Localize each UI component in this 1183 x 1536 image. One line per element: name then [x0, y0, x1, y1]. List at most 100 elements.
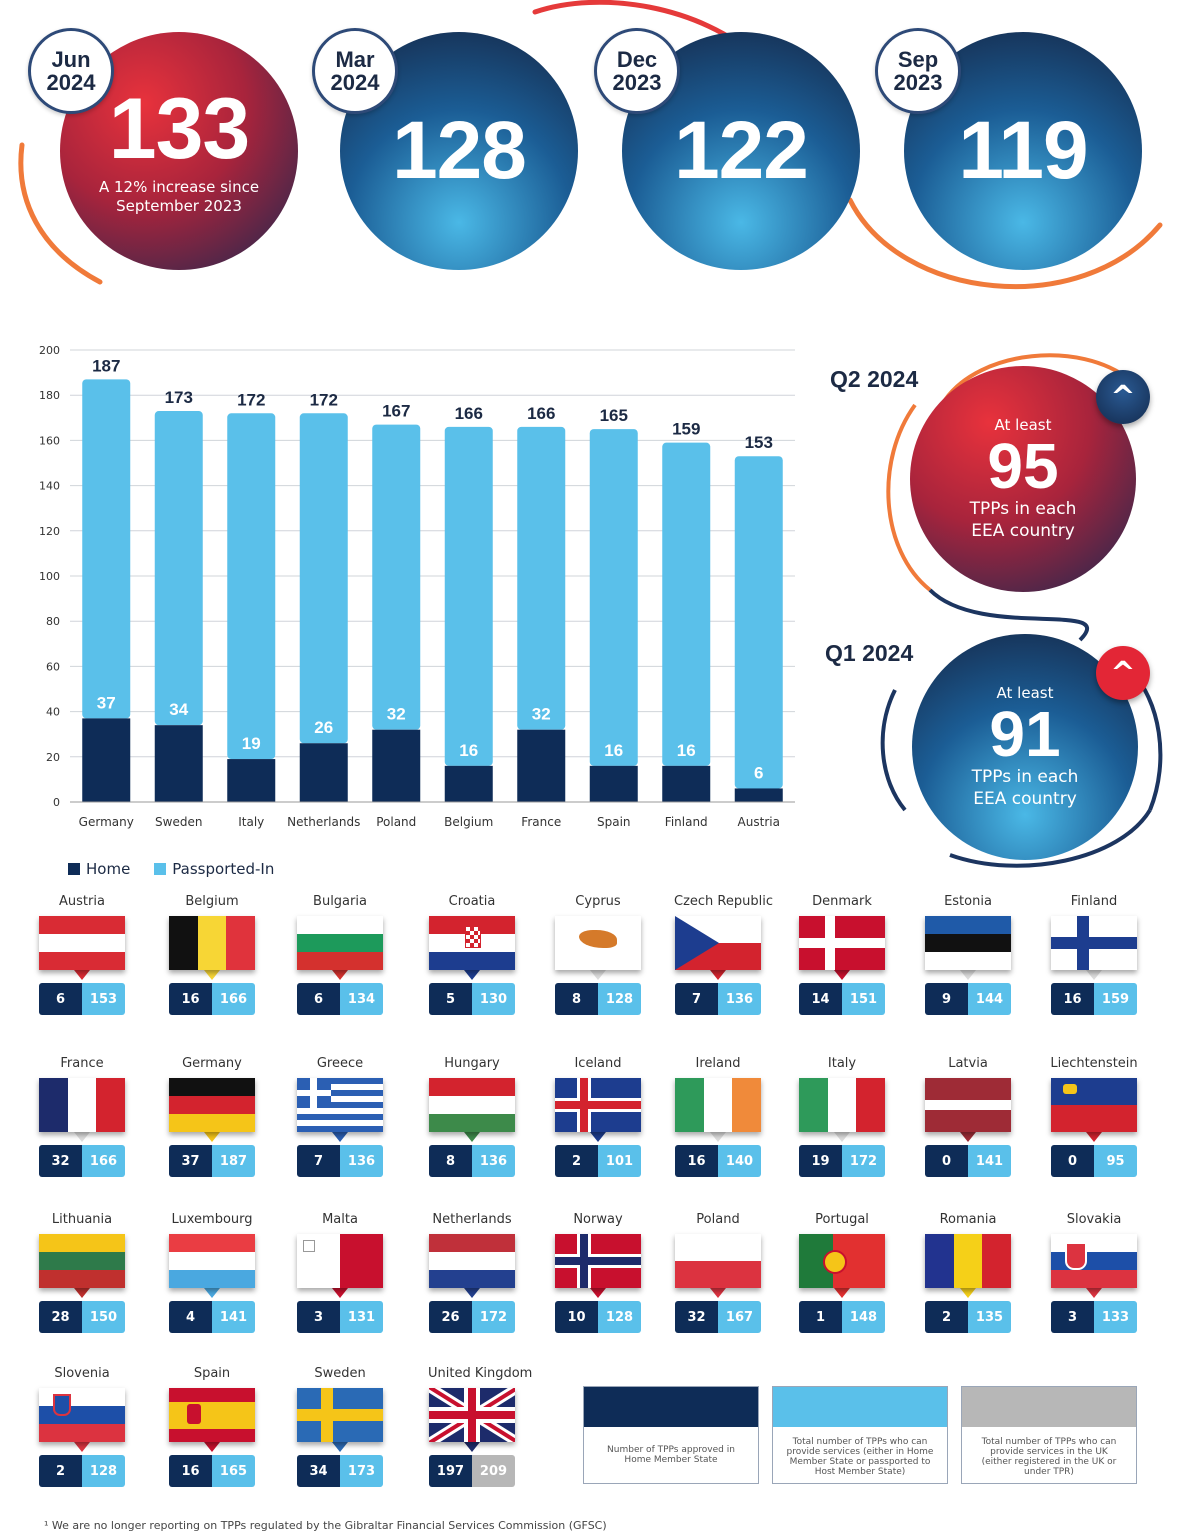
country-card-slovenia: Slovenia 2 128 [38, 1366, 126, 1487]
dec-2023-value: 122 [674, 105, 809, 196]
country-card-netherlands: Netherlands 26 172 [428, 1212, 516, 1333]
flag-pointer [332, 1442, 348, 1452]
germany-flag-icon [169, 1078, 255, 1132]
x-tick-label: Finland [665, 815, 708, 829]
romania-flag-icon [925, 1234, 1011, 1288]
passported-total-count: 151 [842, 983, 885, 1015]
passported-total-count: 136 [340, 1145, 383, 1177]
home-count: 5 [429, 983, 472, 1015]
country-counts: 9 144 [925, 983, 1011, 1015]
key-passported-swatch [773, 1387, 947, 1427]
y-tick-label: 140 [39, 480, 60, 493]
home-count: 2 [39, 1455, 82, 1487]
sweden-flag-icon [297, 1388, 383, 1442]
passported-total-count: 95 [1094, 1145, 1137, 1177]
country-card-denmark: Denmark 14 151 [798, 894, 886, 1015]
flag-pointer [590, 1288, 606, 1298]
passported-total-count: 144 [968, 983, 1011, 1015]
passported-total-count: 131 [340, 1301, 383, 1333]
country-counts: 3 131 [297, 1301, 383, 1333]
denmark-flag-icon [799, 916, 885, 970]
flag-pointer [1086, 1132, 1102, 1142]
passported-total-count: 148 [842, 1301, 885, 1333]
sep-2023-date-badge: Sep 2023 [875, 28, 961, 114]
country-name: Netherlands [432, 1212, 512, 1227]
passported-total-count: 173 [340, 1455, 383, 1487]
y-tick-label: 120 [39, 525, 60, 538]
bar-passported [444, 426, 493, 766]
country-counts: 2 101 [555, 1145, 641, 1177]
country-counts: 3 133 [1051, 1301, 1137, 1333]
hungary-flag-icon [429, 1078, 515, 1132]
country-name: Latvia [948, 1056, 988, 1071]
country-counts: 16 140 [675, 1145, 761, 1177]
country-counts: 4 141 [169, 1301, 255, 1333]
passported-total-count: 140 [718, 1145, 761, 1177]
home-count: 34 [297, 1455, 340, 1487]
bar-total-label: 167 [382, 402, 410, 421]
bulgaria-flag-icon [297, 916, 383, 970]
flag-pointer [464, 970, 480, 980]
country-counts: 6 153 [39, 983, 125, 1015]
passported-total-count: 150 [82, 1301, 125, 1333]
flag-pointer [590, 1132, 606, 1142]
sep-month: Sep [897, 47, 939, 72]
country-name: Portugal [815, 1212, 869, 1227]
italy-flag-icon [799, 1078, 885, 1132]
mar-2024-value: 128 [392, 105, 527, 196]
passported-total-count: 159 [1094, 983, 1137, 1015]
bar-passported [82, 379, 131, 719]
finland-flag-icon [1051, 916, 1137, 970]
austria-flag-icon [39, 916, 125, 970]
country-counts: 10 128 [555, 1301, 641, 1333]
bar-home [517, 729, 566, 802]
home-count: 1 [799, 1301, 842, 1333]
country-card-lithuania: Lithuania 28 150 [38, 1212, 126, 1333]
home-count: 16 [169, 983, 212, 1015]
country-name: Bulgaria [313, 894, 367, 909]
bar-passported [662, 442, 711, 766]
bar-total-label: 166 [527, 404, 555, 423]
country-name: Slovenia [54, 1366, 110, 1381]
bar-home-label: 32 [387, 705, 406, 724]
bar-home-label: 16 [677, 741, 696, 760]
country-name: Malta [322, 1212, 358, 1227]
q1-circle: At least 91 TPPs in each EEA country [912, 634, 1138, 860]
flag-pointer [834, 1132, 850, 1142]
bar-home-label: 26 [314, 718, 333, 737]
x-tick-label: Austria [738, 815, 780, 829]
country-name: Lithuania [51, 1212, 113, 1227]
country-name: Liechtenstein [1050, 1056, 1138, 1071]
bar-home [82, 718, 131, 802]
croatia-flag-icon [429, 916, 515, 970]
country-counts: 8 128 [555, 983, 641, 1015]
sep-2023-value: 119 [958, 105, 1088, 196]
country-counts: 14 151 [799, 983, 885, 1015]
bar-home [154, 725, 203, 802]
country-card-greece: Greece 7 136 [296, 1056, 384, 1177]
flag-pointer [1086, 970, 1102, 980]
y-tick-label: 0 [53, 796, 60, 809]
bar-home-label: 34 [169, 700, 188, 719]
country-card-france: France 32 166 [38, 1056, 126, 1177]
country-name: Greece [316, 1056, 364, 1071]
country-name: Denmark [812, 894, 872, 909]
flag-pointer [1086, 1288, 1102, 1298]
country-counts: 197 209 [429, 1455, 515, 1487]
jun-2024-note-line2: September 2023 [116, 197, 242, 215]
lithuania-flag-icon [39, 1234, 125, 1288]
legend-passported-label: Passported-In [172, 860, 275, 878]
y-tick-label: 200 [39, 344, 60, 357]
country-name: Sweden [314, 1366, 366, 1381]
home-count: 197 [429, 1455, 472, 1487]
belgium-flag-icon [169, 916, 255, 970]
home-count: 6 [297, 983, 340, 1015]
country-counts: 32 167 [675, 1301, 761, 1333]
country-name: Romania [939, 1212, 997, 1227]
legend-home-swatch [68, 863, 80, 875]
passported-total-count: 135 [968, 1301, 1011, 1333]
passported-total-count: 141 [212, 1301, 255, 1333]
country-name: Finland [1070, 894, 1118, 909]
footnote: ¹ We are no longer reporting on TPPs reg… [44, 1519, 607, 1532]
home-count: 7 [297, 1145, 340, 1177]
